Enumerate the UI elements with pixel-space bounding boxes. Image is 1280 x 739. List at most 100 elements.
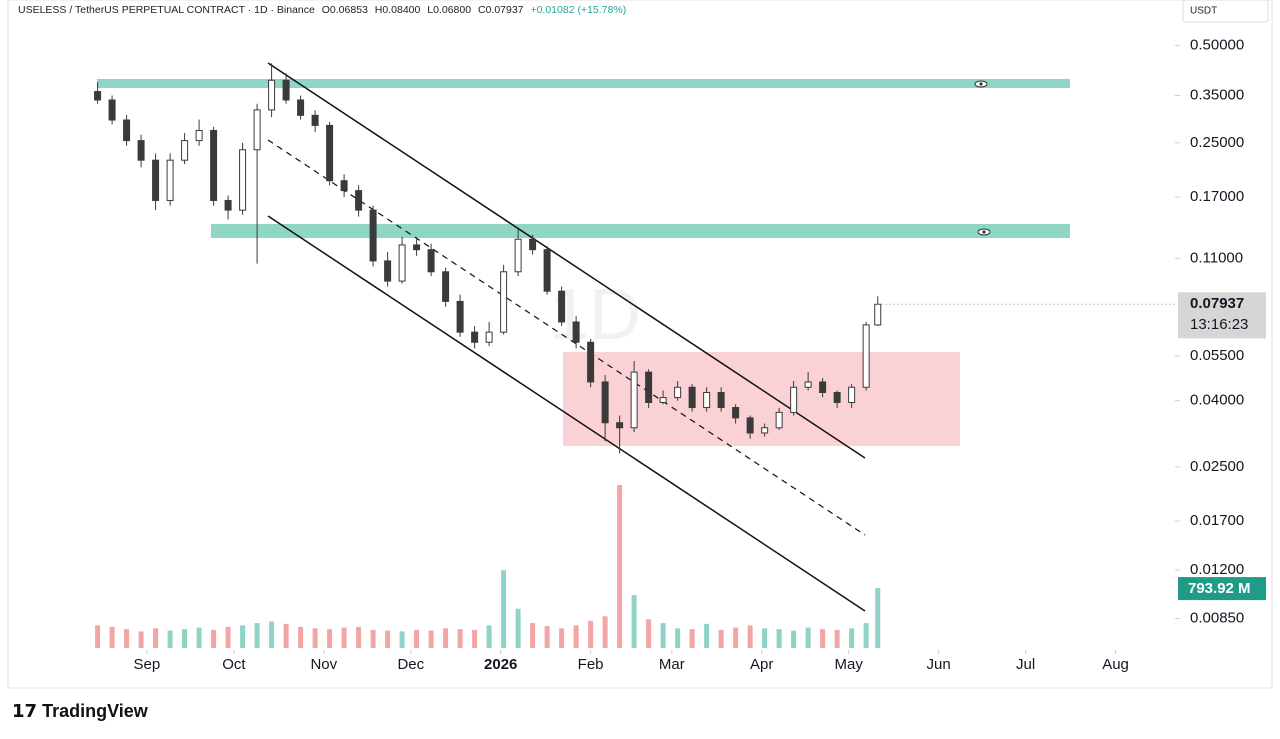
x-tick-label: Aug <box>1102 656 1129 673</box>
volume-bar <box>776 629 782 648</box>
resistance-zone <box>97 79 1070 88</box>
volume-bar <box>573 625 579 648</box>
candle-body <box>108 99 116 121</box>
volume-bar <box>283 623 289 648</box>
ohlc: L0.06800 <box>427 4 472 16</box>
candle-body <box>297 99 305 116</box>
volume-bar <box>254 623 260 648</box>
y-tick-label: 0.11000 <box>1190 249 1243 266</box>
volume-bar <box>486 625 492 648</box>
x-tick-label: Mar <box>659 656 685 673</box>
candle-body <box>413 244 421 251</box>
volume-bar <box>805 627 811 648</box>
candle-body <box>746 417 754 434</box>
volume-bar <box>559 628 565 648</box>
volume-bar <box>124 629 130 648</box>
volume-bar <box>153 628 159 648</box>
candle-body <box>659 397 667 403</box>
volume-bar <box>298 626 304 648</box>
eye-icon <box>982 230 986 234</box>
volume-bar <box>182 629 188 648</box>
volume-bar <box>660 623 666 648</box>
candle-body <box>268 79 276 111</box>
y-tick-label: 0.50000 <box>1190 36 1244 53</box>
volume-bar <box>646 619 652 648</box>
volume-bar <box>530 623 536 648</box>
candle-body <box>848 386 856 403</box>
volume-bar <box>385 630 391 648</box>
volume-bar <box>211 629 217 648</box>
volume-bar <box>791 630 797 648</box>
candle-body <box>601 381 609 424</box>
volume-bar <box>457 629 463 648</box>
symbol: USELESS / TetherUS PERPETUAL CONTRACT · … <box>18 4 315 16</box>
y-tick-label: 0.01200 <box>1190 561 1244 578</box>
currency: USDT <box>1190 6 1217 17</box>
countdown: 13:16:23 <box>1190 316 1248 333</box>
volume-bar <box>849 628 855 648</box>
candle-body <box>804 381 812 388</box>
volume-bar <box>138 631 144 648</box>
candle-body <box>717 391 725 409</box>
candle-body <box>282 79 290 101</box>
change: +0.01082 (+15.78%) <box>530 4 627 16</box>
candle-body <box>674 386 682 399</box>
candle-body <box>703 391 711 409</box>
volume-bar <box>196 627 202 648</box>
candle-body <box>123 119 131 142</box>
candle-body <box>471 331 479 343</box>
volume-bar <box>109 626 115 648</box>
channel-mid <box>267 139 866 536</box>
y-tick-label: 0.17000 <box>1190 188 1244 205</box>
y-tick-label: 0.04000 <box>1190 392 1244 409</box>
candle-body <box>369 209 377 262</box>
volume-bar <box>414 629 420 648</box>
volume-bar <box>95 625 101 648</box>
ohlc: O0.06853 <box>321 4 368 16</box>
candle-body <box>645 371 653 403</box>
y-tick-label: 0.02500 <box>1190 458 1244 475</box>
y-tick-label: 0.35000 <box>1190 86 1244 103</box>
volume-bar <box>428 630 434 648</box>
volume-bar <box>472 629 478 648</box>
candle-body <box>427 249 435 273</box>
ohlc: C0.07937 <box>477 4 524 16</box>
y-tick-label: 0.00850 <box>1190 610 1244 627</box>
candle-body <box>630 371 638 429</box>
x-tick-label: May <box>835 656 864 673</box>
candle-body <box>862 324 870 388</box>
candle-body <box>181 140 189 161</box>
candle-body <box>442 271 450 302</box>
logo-text: TradingView <box>42 701 148 721</box>
candle-body <box>514 238 522 273</box>
candle-body <box>355 190 363 211</box>
x-tick-label: Dec <box>397 656 424 673</box>
candle-body <box>253 109 261 151</box>
y-tick-label: 0.05500 <box>1190 347 1244 364</box>
volume-bar <box>544 626 550 648</box>
candle-body <box>558 290 566 323</box>
volume-label-box <box>1178 577 1266 601</box>
candle-body <box>166 159 174 201</box>
candle-body <box>874 303 882 326</box>
candle-body <box>833 391 841 403</box>
volume-bar <box>718 629 724 648</box>
x-tick-label: Nov <box>310 656 337 673</box>
y-tick-label: 0.01700 <box>1190 512 1244 529</box>
candle-body <box>572 321 580 343</box>
candle-body <box>790 386 798 413</box>
eye-icon <box>979 82 983 86</box>
x-tick-label: Sep <box>134 656 161 673</box>
candle-body <box>384 260 392 282</box>
candle-body <box>688 386 696 409</box>
volume-bar <box>820 629 826 648</box>
volume-bar <box>747 625 753 648</box>
volume-bar <box>675 628 681 648</box>
volume-bar <box>704 623 710 648</box>
volume-bar <box>240 625 246 648</box>
frame <box>7 0 1273 689</box>
ohlc: H0.08400 <box>374 4 421 16</box>
candle-body <box>819 381 827 393</box>
